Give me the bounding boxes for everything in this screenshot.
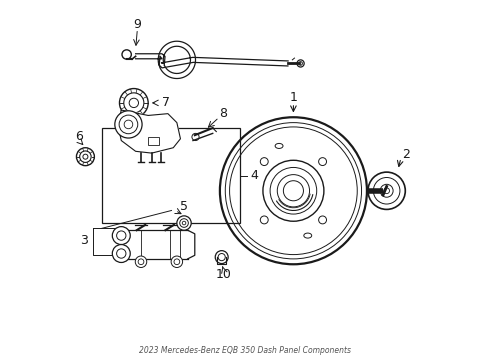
Text: 6: 6 bbox=[75, 130, 83, 144]
Text: 2023 Mercedes-Benz EQB 350 Dash Panel Components: 2023 Mercedes-Benz EQB 350 Dash Panel Co… bbox=[139, 346, 351, 355]
Circle shape bbox=[177, 216, 191, 230]
Text: 5: 5 bbox=[180, 201, 188, 213]
Text: 7: 7 bbox=[162, 96, 170, 109]
Text: 9: 9 bbox=[133, 18, 141, 31]
Text: 10: 10 bbox=[216, 268, 231, 281]
Circle shape bbox=[115, 111, 142, 138]
Text: 1: 1 bbox=[290, 91, 297, 104]
Text: 3: 3 bbox=[80, 234, 88, 247]
Text: 2: 2 bbox=[402, 148, 410, 161]
Circle shape bbox=[171, 256, 183, 267]
Circle shape bbox=[135, 256, 147, 267]
Polygon shape bbox=[118, 110, 180, 153]
Bar bbox=[112, 230, 195, 259]
Text: 8: 8 bbox=[220, 107, 227, 120]
Bar bbox=[101, 128, 240, 223]
Circle shape bbox=[112, 244, 130, 262]
Text: 4: 4 bbox=[250, 169, 258, 182]
Circle shape bbox=[112, 226, 130, 244]
Bar bbox=[148, 137, 159, 145]
